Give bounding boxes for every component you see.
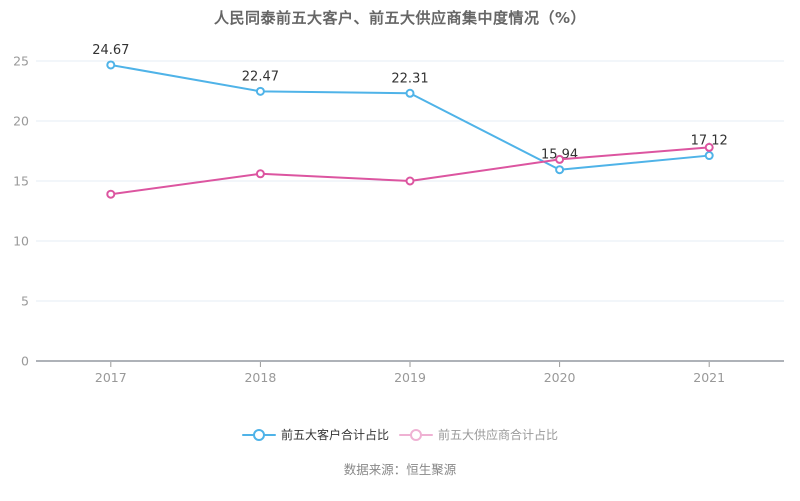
legend-item-suppliers[interactable]: 前五大供应商合计占比 bbox=[399, 428, 558, 442]
data-point-label: 17.12 bbox=[691, 134, 728, 149]
x-axis-tick-label: 2021 bbox=[693, 370, 725, 385]
legend-customers-line-marker-icon bbox=[241, 428, 276, 442]
data-source-note: 数据来源：恒生聚源 bbox=[343, 462, 457, 477]
customers-data-point[interactable] bbox=[106, 60, 116, 70]
suppliers-data-point[interactable] bbox=[555, 154, 565, 164]
y-axis-tick-label: 5 bbox=[21, 294, 29, 309]
chart-title: 人民同泰前五大客户、前五大供应商集中度情况（%） bbox=[213, 9, 587, 27]
suppliers-data-point[interactable] bbox=[704, 142, 714, 152]
data-point-label: 22.47 bbox=[242, 69, 279, 84]
suppliers-data-point[interactable] bbox=[405, 176, 415, 186]
y-axis-tick-label: 20 bbox=[13, 114, 29, 129]
customers-data-point[interactable] bbox=[255, 86, 265, 96]
chart-plot-area: 0 5 10 15 20 25 2017 2018 2019 2020 2021 24.67 22.47… bbox=[13, 43, 784, 385]
x-axis-tick-label: 2020 bbox=[544, 370, 576, 385]
y-axis-tick-label: 25 bbox=[13, 54, 29, 69]
customers-data-point[interactable] bbox=[555, 165, 565, 175]
y-axis-tick-label: 15 bbox=[13, 174, 29, 189]
x-axis-tick-label: 2017 bbox=[95, 370, 127, 385]
y-axis-tick-label: 10 bbox=[13, 234, 29, 249]
x-axis-tick-label: 2019 bbox=[394, 370, 426, 385]
legend-suppliers-line-marker-icon bbox=[399, 428, 433, 442]
legend-item-customers[interactable]: 前五大客户合计占比 bbox=[241, 428, 389, 442]
suppliers-data-point[interactable] bbox=[106, 189, 116, 199]
suppliers-series-line bbox=[109, 146, 711, 196]
data-point-label: 24.67 bbox=[92, 43, 129, 58]
chart-legend: 前五大客户合计占比 前五大供应商合计占比 bbox=[0, 428, 800, 442]
x-axis-tick-label: 2018 bbox=[244, 370, 276, 385]
data-point-label: 22.31 bbox=[391, 71, 428, 86]
suppliers-data-point[interactable] bbox=[255, 169, 265, 179]
legend-suppliers-label: 前五大供应商合计占比 bbox=[438, 428, 559, 442]
legend-customers-label: 前五大客户合计占比 bbox=[280, 428, 389, 442]
customers-data-point[interactable] bbox=[405, 88, 415, 98]
y-axis-tick-label: 0 bbox=[21, 354, 29, 369]
customers-data-point[interactable] bbox=[704, 151, 714, 161]
